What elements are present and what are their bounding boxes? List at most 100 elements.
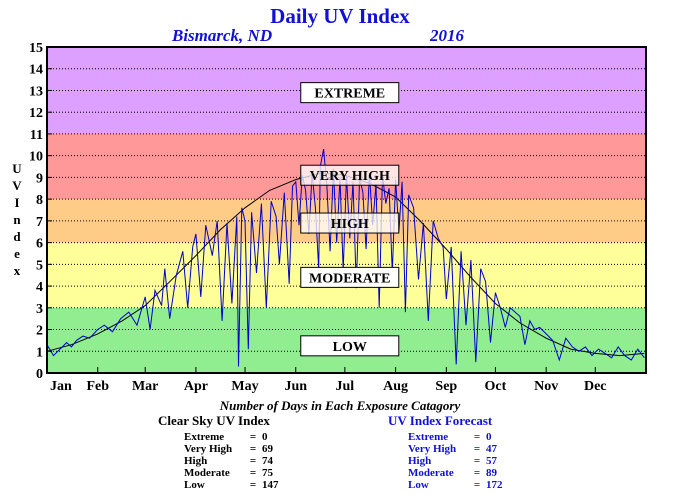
- forecast-stat-value: 172: [486, 479, 503, 491]
- x-tick-label: Jun: [284, 379, 307, 394]
- y-axis-label-letter: U: [12, 161, 22, 176]
- y-axis-label-letter: n: [13, 212, 21, 227]
- forecast-stats-title: UV Index Forecast: [388, 413, 493, 428]
- forecast-stat-row: Extreme = 0: [388, 431, 503, 443]
- chart-title: Daily UV Index: [270, 4, 410, 28]
- forecast-stat-label: Low: [408, 479, 429, 491]
- y-tick-label: 3: [36, 302, 43, 317]
- y-tick-label: 4: [36, 280, 43, 295]
- stats-caption: Number of Days in Each Exposure Catagory: [219, 398, 461, 413]
- forecast-stat-row: Very High = 47: [388, 443, 503, 455]
- clear-sky-stat-value: 69: [262, 443, 273, 455]
- clear-sky-stat-label: Extreme: [184, 431, 225, 443]
- clear-sky-stat-value: 0: [262, 431, 268, 443]
- clear-sky-stat-equals: =: [249, 443, 257, 455]
- forecast-stat-value: 47: [486, 443, 497, 455]
- clear-sky-stat-row: Extreme = 0: [158, 431, 279, 443]
- y-tick-label: 0: [36, 367, 43, 382]
- y-axis-label-letter: I: [14, 195, 20, 210]
- y-tick-label: 11: [30, 128, 43, 143]
- y-axis-label-letter: x: [13, 263, 21, 278]
- x-tick-label: May: [231, 379, 258, 394]
- band-label-low: LOW: [333, 340, 367, 355]
- forecast-stat-value: 89: [486, 467, 497, 479]
- forecast-stat-label: Extreme: [408, 431, 449, 443]
- y-tick-label: 10: [29, 150, 43, 165]
- clear-sky-stat-equals: =: [249, 455, 257, 467]
- x-tick-label: Feb: [86, 379, 109, 394]
- location-label: Bismarck, ND: [172, 26, 273, 45]
- x-tick-label: Sep: [435, 379, 457, 394]
- clear-sky-stats: Clear Sky UV Index Extreme = 0 Very High = 69…: [158, 413, 279, 491]
- x-tick-label: Oct: [485, 379, 507, 394]
- y-axis-label-letter: e: [14, 246, 20, 261]
- y-tick-label: 9: [36, 171, 43, 186]
- band-label-very-high: VERY HIGH: [310, 169, 390, 184]
- forecast-stat-label: High: [408, 455, 432, 467]
- y-tick-label: 15: [29, 41, 43, 56]
- y-tick-label: 6: [36, 237, 43, 252]
- clear-sky-stat-label: Low: [184, 479, 205, 491]
- forecast-stats: UV Index Forecast Extreme = 0 Very High = 47 H…: [388, 413, 503, 491]
- clear-sky-stat-value: 75: [262, 467, 273, 479]
- year-label: 2016: [430, 26, 464, 45]
- x-tick-label: Nov: [534, 379, 558, 394]
- x-tick-label: Apr: [184, 379, 208, 394]
- band-label-high: HIGH: [331, 217, 369, 232]
- forecast-stats-table: Extreme = 0 Very High = 47 High = 57 Moderate = 89 L…: [388, 431, 503, 491]
- clear-sky-stat-row: High = 74: [158, 455, 279, 467]
- forecast-stat-equals: =: [473, 479, 481, 491]
- x-tick-label: Jan: [50, 379, 72, 394]
- clear-sky-stat-equals: =: [249, 467, 257, 479]
- clear-sky-stat-label: Very High: [184, 443, 233, 455]
- forecast-stat-label: Moderate: [408, 467, 454, 479]
- band-label-box: [300, 164, 400, 186]
- y-tick-label: 13: [29, 84, 43, 99]
- forecast-stat-equals: =: [473, 467, 481, 479]
- band-label-box: [300, 335, 400, 357]
- clear-sky-stat-label: High: [184, 455, 208, 467]
- axes: [46, 46, 647, 374]
- x-tick-label: Dec: [584, 379, 607, 394]
- band-label-box: [300, 266, 400, 288]
- band-label-box: [300, 82, 400, 104]
- y-tick-label: 1: [36, 345, 43, 360]
- y-axis-label-letter: V: [12, 178, 22, 193]
- clear-sky-stat-row: Very High = 69: [158, 443, 279, 455]
- y-tick-label: 8: [36, 193, 43, 208]
- clear-sky-stat-value: 147: [262, 479, 279, 491]
- forecast-stat-row: Low = 172: [388, 479, 503, 491]
- forecast-stat-value: 0: [486, 431, 492, 443]
- x-tick-label: Jul: [336, 379, 355, 394]
- band-label-moderate: MODERATE: [309, 271, 390, 286]
- forecast-stat-row: High = 57: [388, 455, 503, 467]
- x-tick-label: Mar: [132, 379, 158, 394]
- y-axis-label-letter: d: [13, 229, 21, 244]
- x-tick-labels: Jan Feb Mar Apr May Jun Jul Aug Sep Oct Nov Dec: [50, 379, 607, 394]
- forecast-stat-equals: =: [473, 431, 481, 443]
- plot-frame: [46, 46, 647, 374]
- band-label-extreme: EXTREME: [314, 87, 385, 102]
- clear-sky-stats-table: Extreme = 0 Very High = 69 High = 74 Moderate = 75 L…: [158, 431, 279, 491]
- x-tick-label: Aug: [383, 379, 408, 394]
- y-tick-label: 5: [36, 258, 43, 273]
- clear-sky-stat-row: Low = 147: [158, 479, 279, 491]
- clear-sky-stat-row: Moderate = 75: [158, 467, 279, 479]
- y-tick-label: 14: [29, 63, 43, 78]
- clear-sky-stat-equals: =: [249, 479, 257, 491]
- forecast-stat-row: Moderate = 89: [388, 467, 503, 479]
- forecast-stat-equals: =: [473, 443, 481, 455]
- clear-sky-stat-label: Moderate: [184, 467, 230, 479]
- y-tick-label: 7: [36, 215, 43, 230]
- clear-sky-stat-value: 74: [262, 455, 273, 467]
- clear-sky-stat-equals: =: [249, 431, 257, 443]
- y-tick-label: 12: [29, 106, 43, 121]
- band-labels: LOW MODERATE HIGH VERY HIGH EXTREME: [300, 82, 400, 357]
- clear-sky-stats-title: Clear Sky UV Index: [158, 413, 270, 428]
- forecast-stat-label: Very High: [408, 443, 457, 455]
- forecast-stat-equals: =: [473, 455, 481, 467]
- y-tick-label: 2: [36, 324, 43, 339]
